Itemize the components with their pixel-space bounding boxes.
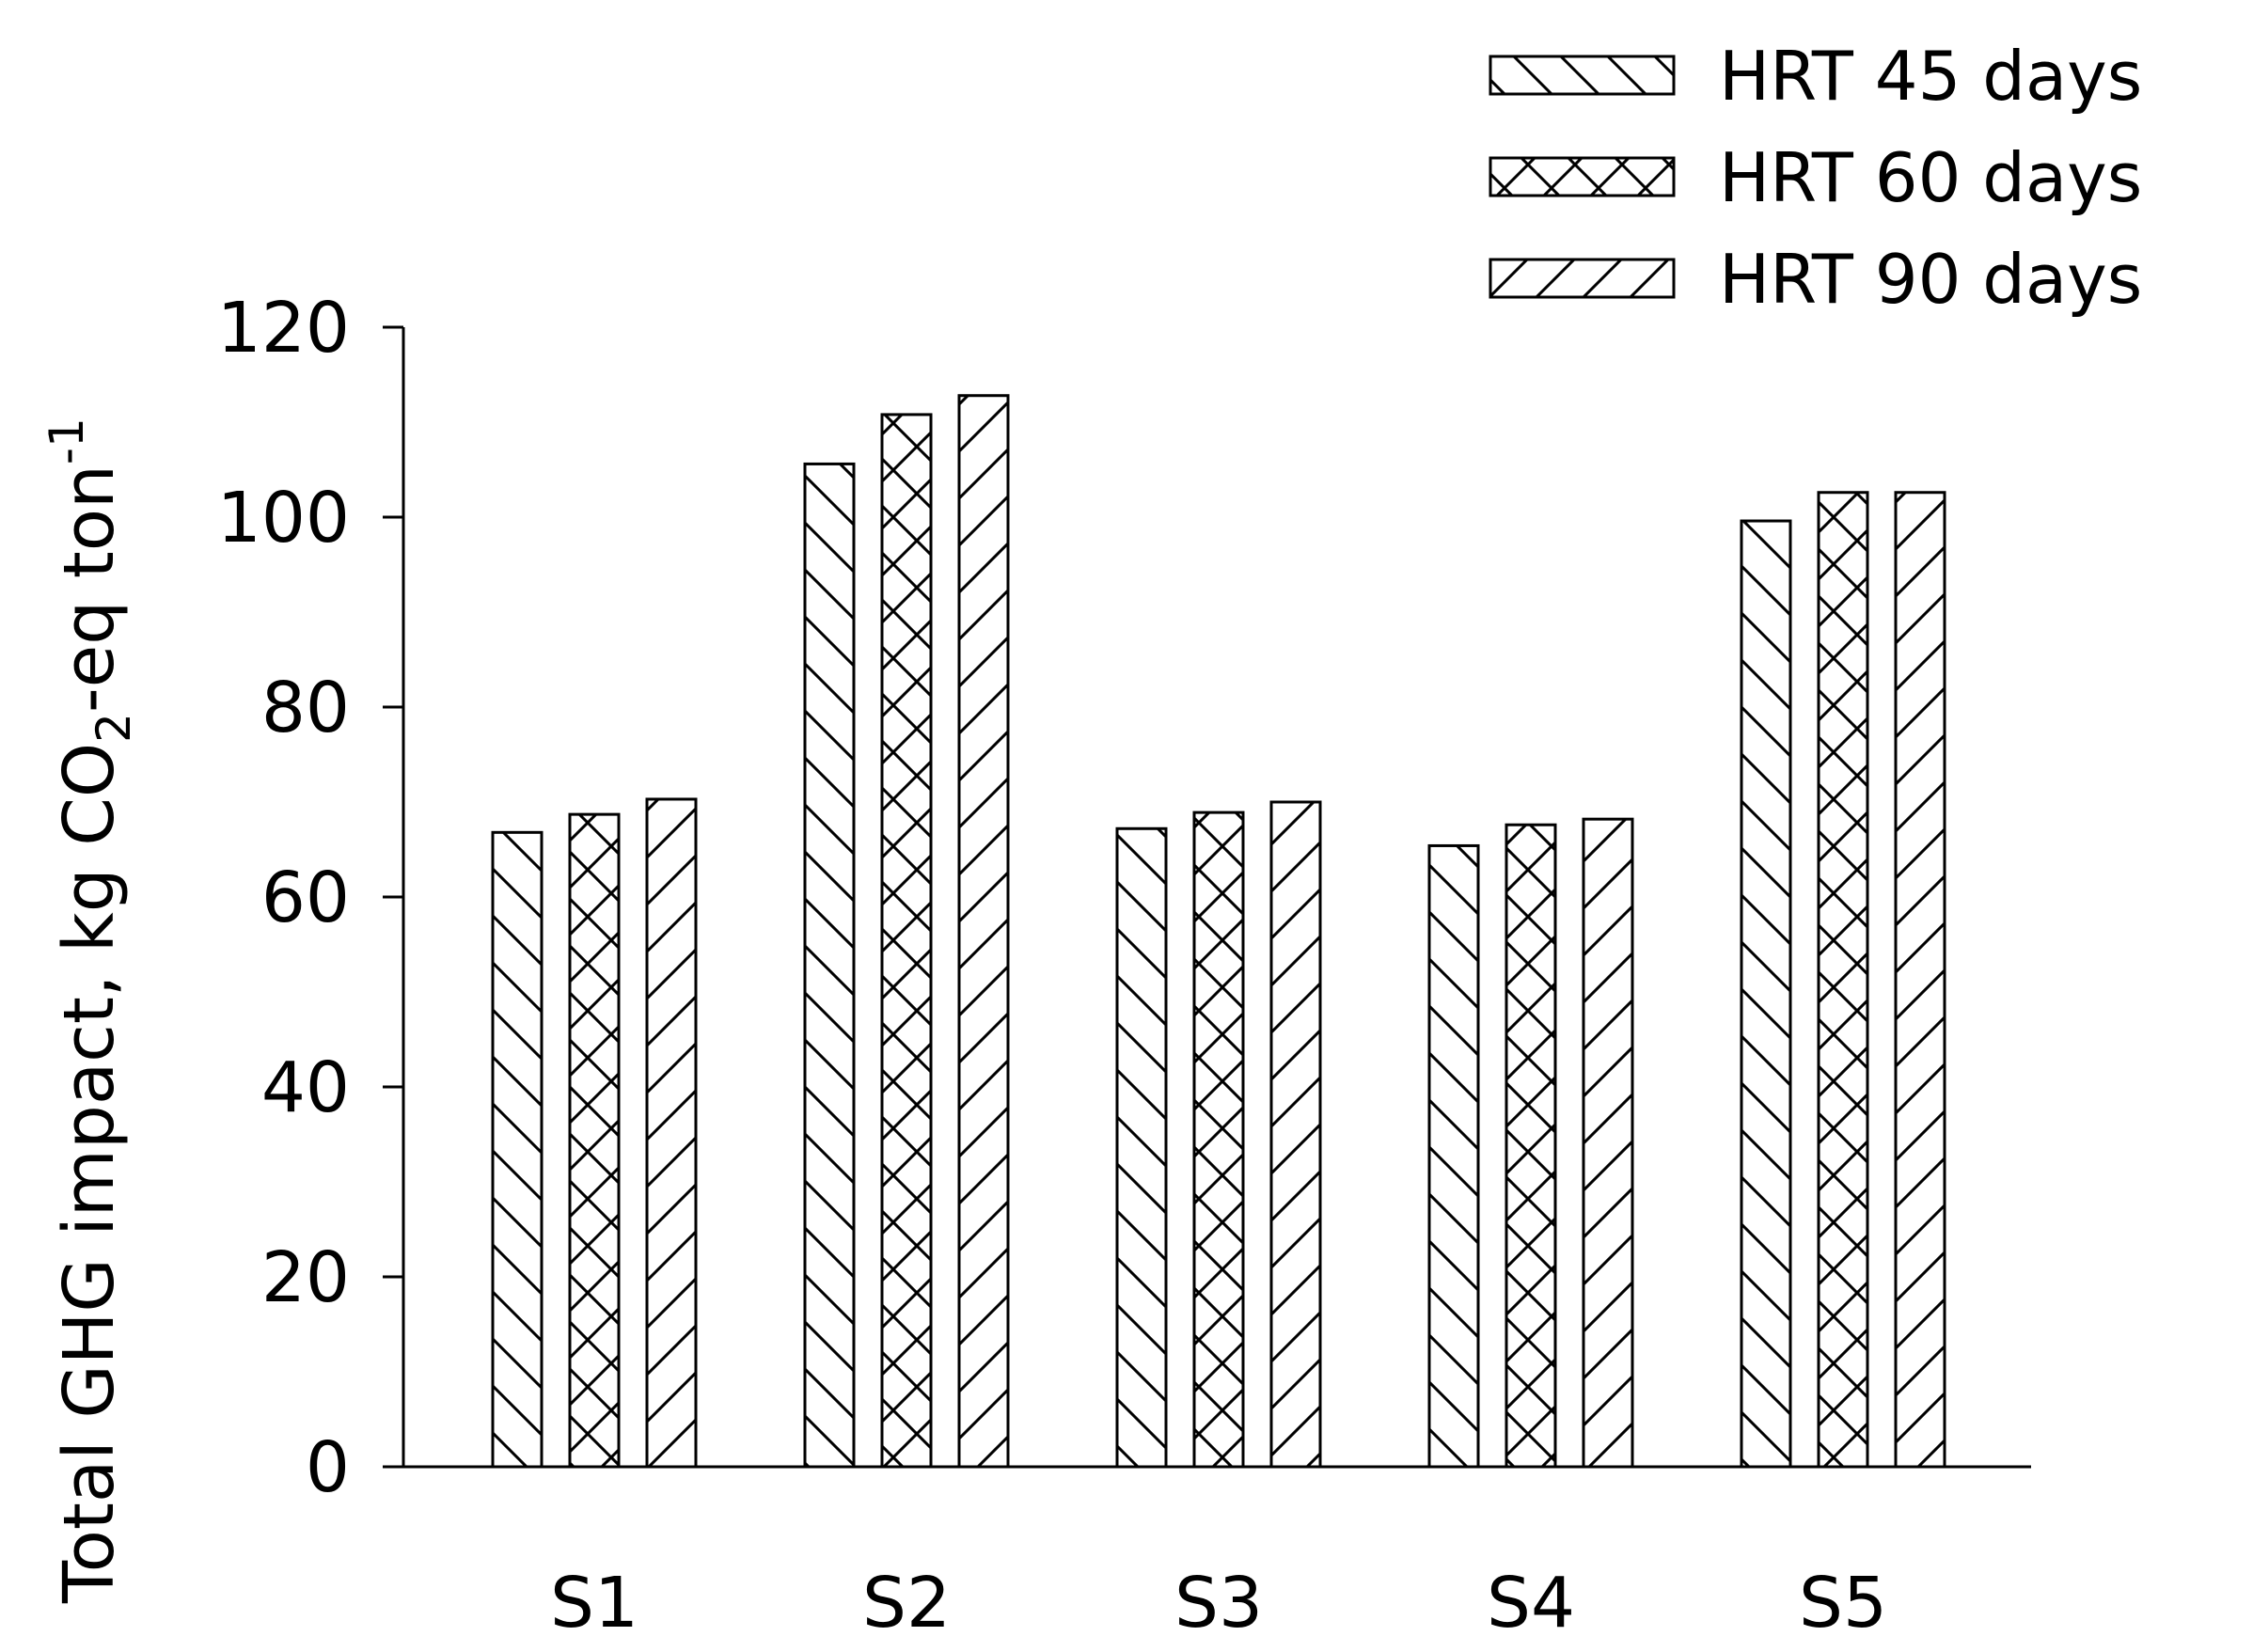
bar-s1-series-1 — [491, 830, 544, 1469]
bar-s2-series-3 — [957, 394, 1010, 1469]
bar-s4-series-2 — [1505, 823, 1557, 1469]
legend: HRT 45 days HRT 60 days HRT 90 days — [1489, 37, 2142, 319]
x-category-label: S3 — [1174, 1563, 1263, 1644]
bar-s2-series-1 — [803, 462, 856, 1469]
y-tick-label: 60 — [261, 857, 350, 938]
legend-label: HRT 45 days — [1719, 37, 2142, 116]
legend-label: HRT 90 days — [1719, 240, 2142, 319]
x-category-label: S1 — [550, 1563, 638, 1644]
y-tick-label: 20 — [261, 1237, 350, 1318]
bar-s4-series-3 — [1582, 817, 1634, 1469]
bar-s3-series-3 — [1269, 800, 1322, 1469]
x-category-label: S2 — [862, 1563, 951, 1644]
bar-s3-series-1 — [1115, 826, 1168, 1469]
x-category-label: S4 — [1487, 1563, 1575, 1644]
y-tick-label: 0 — [306, 1427, 350, 1508]
legend-swatch — [1489, 55, 1676, 96]
y-tick-label: 80 — [261, 668, 350, 748]
y-tick-label: 120 — [217, 288, 350, 369]
category-labels: S1 S2 S3 S4 S5 — [550, 1563, 1887, 1644]
legend-swatch — [1489, 156, 1676, 197]
x-category-label: S5 — [1799, 1563, 1887, 1644]
legend-swatch — [1489, 258, 1676, 299]
bar-s5-series-1 — [1740, 519, 1792, 1469]
bar-s3-series-2 — [1192, 810, 1245, 1469]
bar-s2-series-2 — [880, 413, 933, 1469]
bar-s1-series-3 — [645, 797, 698, 1469]
y-axis-label: Total GHG impact, kg CO2-eq ton-1 — [39, 417, 141, 1604]
bar-s1-series-2 — [568, 812, 621, 1469]
y-tick-label: 40 — [261, 1047, 350, 1128]
y-ticks: 0 20 40 60 80 100 120 — [217, 288, 403, 1508]
bars — [491, 394, 1946, 1469]
y-tick-label: 100 — [217, 478, 350, 559]
legend-label: HRT 60 days — [1719, 138, 2142, 217]
bar-s5-series-3 — [1894, 491, 1946, 1469]
bar-s4-series-1 — [1427, 843, 1480, 1469]
bar-s5-series-2 — [1817, 491, 1869, 1469]
